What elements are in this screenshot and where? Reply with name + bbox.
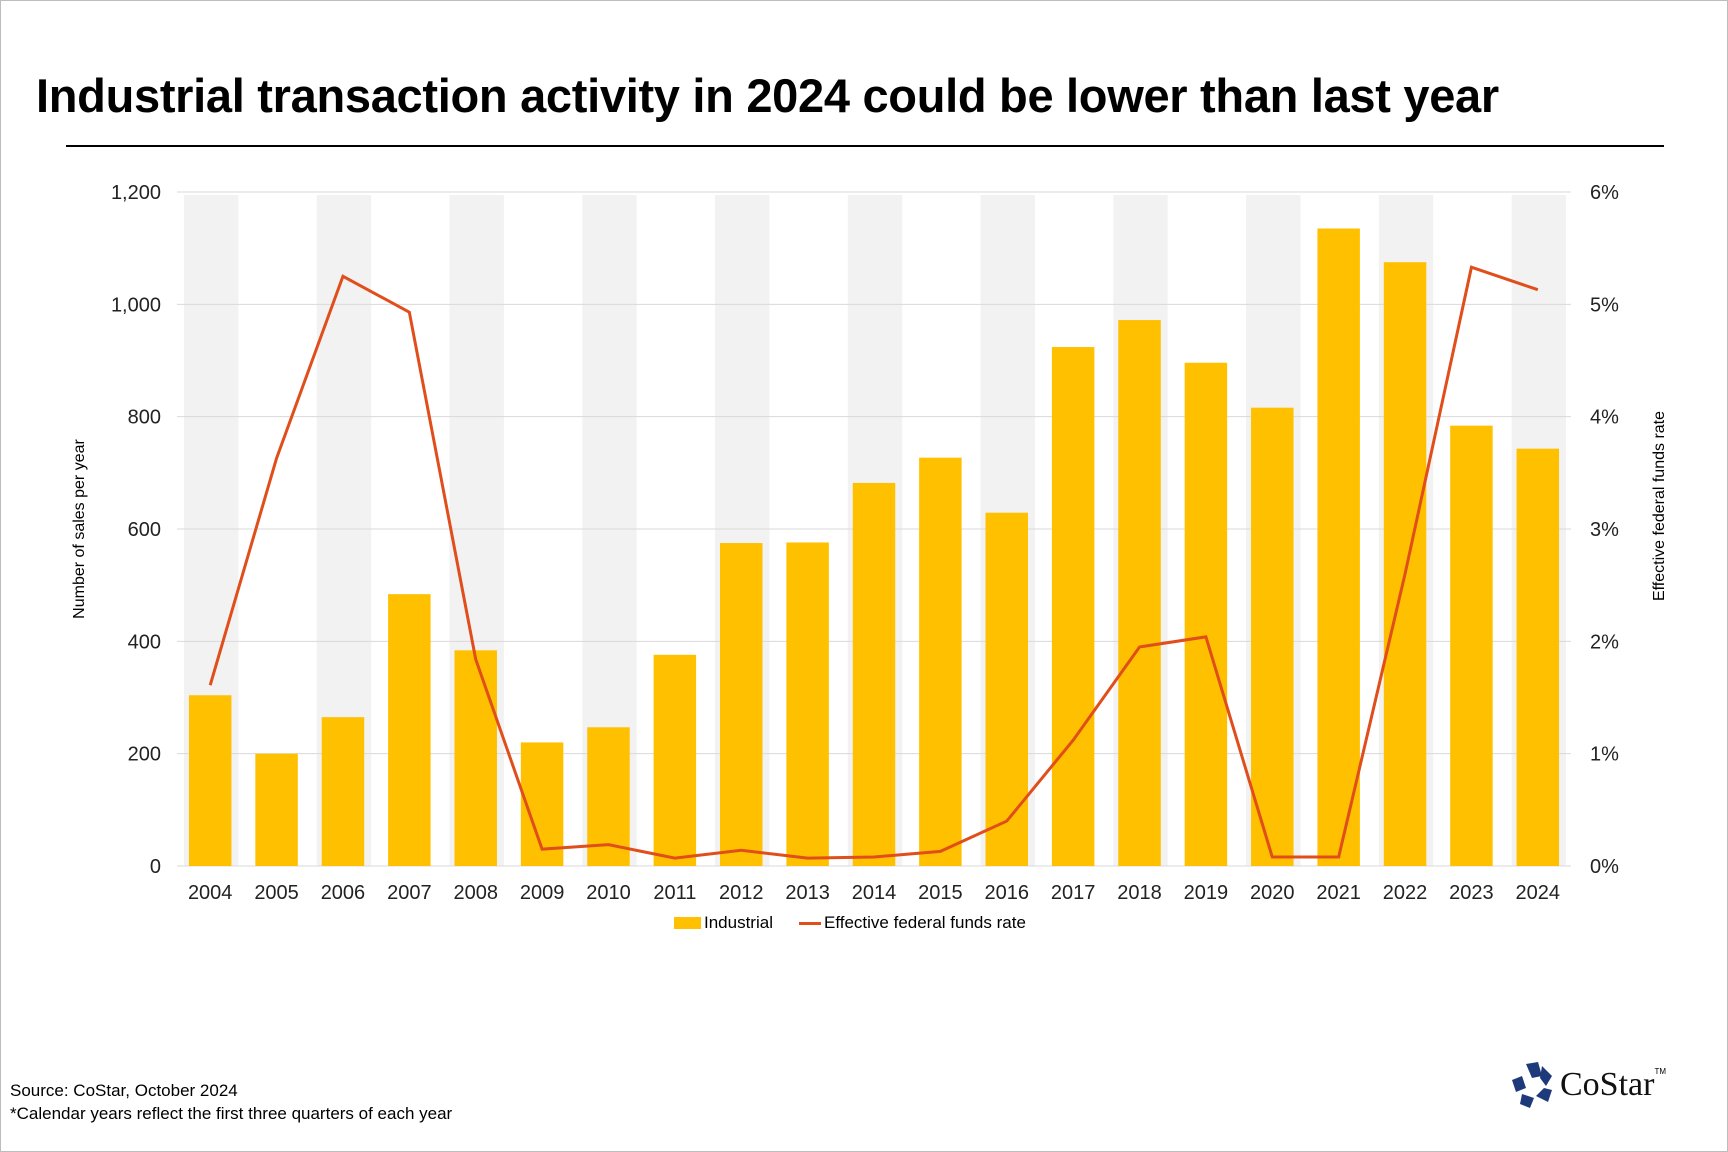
x-tick-label: 2010 [586,882,631,904]
bar-industrial [388,594,431,866]
x-tick-label: 2016 [985,882,1030,904]
bar-industrial [321,717,365,866]
bar-industrial [1317,228,1360,867]
y-right-tick-label: 4% [1590,407,1619,429]
source-note: Source: CoStar, October 2024 [10,1081,238,1100]
x-tick-label: 2012 [719,882,764,904]
y-right-tick-label: 6% [1590,182,1619,204]
title-divider [66,145,1664,147]
bar-industrial [255,753,298,866]
x-tick-label: 2004 [188,882,233,904]
bar-industrial [1516,448,1560,866]
bar-industrial [786,542,829,866]
bar-industrial [653,654,697,866]
bar-industrial [719,543,763,866]
x-tick-label: 2020 [1250,882,1295,904]
bar-industrial [454,650,497,866]
x-tick-label: 2021 [1316,882,1361,904]
y-right-tick-label: 2% [1590,631,1619,653]
x-tick-label: 2022 [1383,882,1428,904]
costar-logo: CoStar TM [1512,1062,1666,1108]
x-tick-label: 2008 [453,882,498,904]
logo-trademark: TM [1654,1066,1667,1076]
bar-industrial [188,695,232,866]
y-tick-label: 400 [128,631,161,653]
bar-industrial [919,457,962,866]
bar-industrial [1118,320,1161,866]
bar-industrial [1184,362,1228,866]
x-tick-label: 2014 [852,882,897,904]
bar-industrial [1251,407,1294,866]
x-tick-label: 2015 [918,882,963,904]
bar-industrial [1051,347,1095,866]
legend: Industrial Effective federal funds rate [674,913,1026,933]
bar-industrial [1383,262,1427,866]
y-tick-label: 0 [150,856,161,878]
y-tick-label: 200 [128,744,161,766]
legend-label-industrial: Industrial [704,913,773,932]
y-tick-label: 1,000 [111,294,161,316]
x-tick-label: 2019 [1184,882,1229,904]
x-tick-label: 2018 [1117,882,1162,904]
legend-label-rate: Effective federal funds rate [823,913,1026,932]
logo-wordmark: CoStar [1560,1066,1655,1103]
x-tick-label: 2017 [1051,882,1096,904]
y-right-tick-label: 0% [1590,856,1619,878]
x-tick-label: 2013 [785,882,830,904]
y-tick-label: 800 [128,407,161,429]
chart-title: Industrial transaction activity in 2024 … [36,69,1499,122]
y-right-tick-label: 5% [1590,294,1619,316]
x-tick-label: 2024 [1516,882,1561,904]
x-tick-label: 2005 [254,882,299,904]
bar-industrial [852,482,896,866]
footnote: *Calendar years reflect the first three … [10,1104,453,1123]
y-right-tick-label: 1% [1590,744,1619,766]
x-tick-label: 2023 [1449,882,1494,904]
bar-industrial [985,512,1029,866]
x-tick-label: 2009 [520,882,565,904]
x-tick-label: 2006 [321,882,366,904]
y-right-tick-label: 3% [1590,519,1619,541]
bar-industrial [587,727,630,866]
y-tick-label: 600 [128,519,161,541]
x-tick-label: 2011 [653,882,696,904]
y-axis-label: Number of sales per year [71,439,88,619]
legend-swatch-rate [798,921,821,925]
bar-industrial [1450,425,1493,866]
y-tick-label: 1,200 [111,182,161,204]
y-axis-right-label: Effective federal funds rate [1651,411,1668,601]
costar-star-icon [1512,1062,1552,1108]
legend-swatch-industrial [674,917,701,929]
x-tick-label: 2007 [387,882,432,904]
